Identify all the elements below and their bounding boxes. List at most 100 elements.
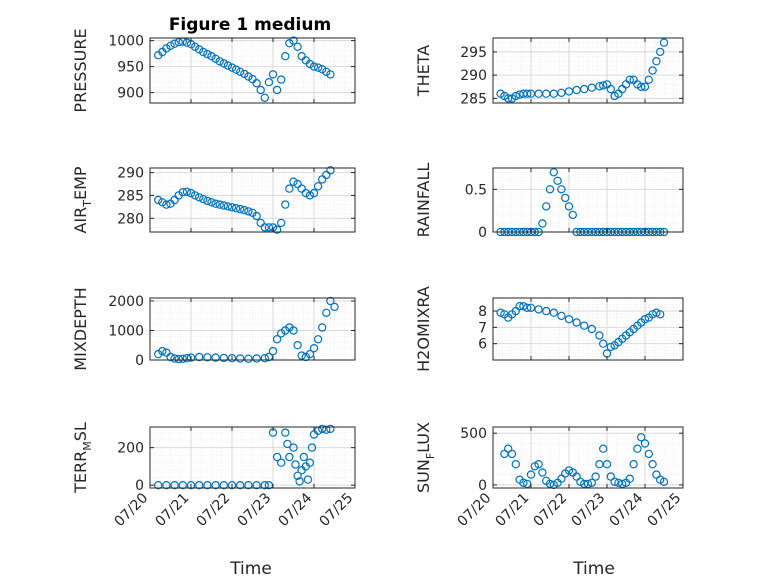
data-point [496,308,505,317]
axes-box [149,37,356,104]
y-tick-label: 285 [460,91,487,107]
data-point [557,311,566,321]
x-tick-label: 07/25 [645,490,685,530]
data-point [170,195,179,205]
data-point [207,52,216,61]
data-point [542,202,551,211]
data-point [572,318,581,327]
y-tick-label: 280 [117,211,144,227]
y-tick-label: 7 [478,320,487,336]
data-point [293,471,302,480]
subplot-3: 280 285 290 AIRTEMP [71,166,356,234]
x-tick-label: 07/24 [607,490,647,530]
data-point [599,339,608,348]
data-point [318,424,327,434]
data-point [648,460,657,469]
data-point [564,202,574,211]
data-point [602,460,612,469]
data-point [553,176,562,185]
y-axis-label: AIRTEMP [71,166,94,233]
axes-box [492,426,684,489]
data-point [652,308,661,317]
data-point [170,39,179,48]
data-point [235,204,245,214]
data-point [240,205,249,215]
data-point [285,184,294,193]
data-point [162,348,171,357]
data-point [318,175,327,184]
data-point [309,188,319,198]
data-point [260,481,269,490]
data-point [322,170,331,180]
data-point [285,39,294,48]
data-point [215,200,224,209]
data-point [557,88,566,98]
x-axis-label-right: Time [572,559,615,579]
data-point [166,41,175,51]
subplot-4: 0 0.5 RAINFALL [414,163,684,241]
y-tick-label: 0.5 [465,182,487,198]
data-point [264,77,274,87]
data-point [231,65,241,74]
y-tick-label: 6 [478,337,487,353]
data-point [526,303,536,312]
data-point [281,52,290,61]
y-tick-label: 500 [460,426,487,442]
data-point [194,352,204,362]
data-point [629,460,638,469]
data-point [599,444,608,453]
x-tick-label: 07/25 [317,490,357,530]
y-axis-label: THETA [414,45,433,97]
data-point [231,203,241,213]
data-point [289,443,298,452]
data-point [223,202,233,211]
data-point [194,481,204,490]
data-point [291,460,300,469]
data-point [534,460,543,469]
data-point [313,182,323,191]
data-point [545,185,555,194]
data-point [186,188,196,198]
data-point [330,302,339,312]
data-point [580,84,589,94]
data-point [519,302,528,311]
data-point [640,315,650,324]
data-point [595,82,604,91]
y-tick-label: 295 [460,45,487,61]
data-point [511,91,521,101]
data-point [252,78,261,88]
x-tick-label: 07/23 [569,490,609,530]
data-point [303,475,313,484]
data-point [504,94,513,103]
data-point [295,477,304,486]
data-point [606,84,616,94]
data-point [526,470,536,479]
data-point [648,66,657,75]
y-tick-label: 290 [460,68,487,84]
data-point [235,67,245,77]
data-point [178,187,187,197]
data-point [309,62,319,71]
data-point [504,444,513,453]
data-point [219,59,228,68]
x-tick-label: 07/20 [455,490,495,530]
data-point [640,82,650,92]
data-point [652,57,661,66]
data-point [644,75,654,85]
figure-title: Figure 1 medium [169,15,331,35]
data-point [203,481,212,490]
data-point [277,218,286,228]
subplot-2: 285 290 295 THETA [414,37,684,107]
data-point [260,93,269,103]
data-point [561,193,570,203]
y-axis-label: H2OMIXRA [414,286,433,372]
data-point [656,310,665,319]
data-point [277,458,286,467]
data-point [235,354,245,363]
data-point [538,219,547,228]
data-point [587,478,597,487]
x-tick-label: 07/24 [276,490,316,530]
data-point [211,353,220,362]
data-point [227,203,237,212]
